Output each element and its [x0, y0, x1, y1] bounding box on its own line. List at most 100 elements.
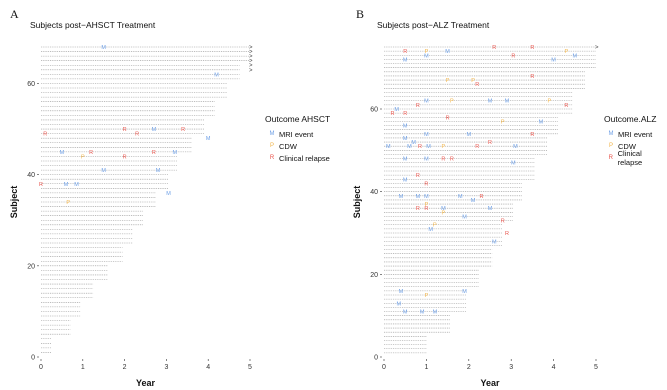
event-marker: M	[445, 49, 450, 55]
censored-arrow: >	[249, 63, 253, 69]
event-marker: R	[475, 82, 479, 88]
event-marker: R	[564, 103, 568, 109]
event-marker: P	[501, 119, 505, 125]
x-tick-label: 3	[164, 364, 168, 371]
legend-b-key-relapse: R	[608, 155, 613, 161]
x-tick-label: 1	[424, 364, 428, 371]
x-tick-label: 4	[552, 364, 556, 371]
legend-a-key-mri: M	[269, 131, 275, 137]
y-tick-label: 60	[370, 107, 378, 114]
y-axis-title: Subject	[352, 186, 362, 219]
legend-a: Outcome AHSCT M MRI event P CDW R Clinic…	[265, 114, 330, 164]
legend-b-label-mri: MRI event	[618, 129, 653, 139]
event-marker: P	[425, 202, 429, 208]
event-marker: M	[403, 57, 408, 63]
event-marker: P	[425, 49, 429, 55]
event-marker: M	[424, 132, 429, 138]
legend-a-item-relapse: R Clinical relapse	[265, 152, 330, 164]
event-marker: R	[152, 150, 156, 156]
legend-a-key-cdw: P	[269, 143, 274, 149]
event-marker: R	[123, 127, 127, 133]
event-marker: M	[428, 227, 433, 233]
event-marker: M	[424, 157, 429, 163]
event-marker: R	[505, 231, 509, 237]
legend-b-item-cdw: P CDW	[604, 140, 667, 152]
x-tick-label: 3	[509, 364, 513, 371]
event-marker: P	[471, 78, 475, 84]
event-marker: M	[166, 191, 171, 197]
event-marker: M	[426, 144, 431, 150]
y-tick-label: 40	[370, 189, 378, 196]
event-marker: M	[471, 198, 476, 204]
event-marker: R	[450, 157, 454, 163]
event-marker: M	[488, 99, 493, 105]
event-marker: R	[123, 154, 127, 160]
event-marker: M	[403, 310, 408, 316]
event-marker: R	[530, 132, 534, 138]
event-marker: M	[386, 144, 391, 150]
event-marker: R	[424, 181, 428, 187]
event-marker: R	[488, 140, 492, 146]
event-marker: M	[513, 144, 518, 150]
legend-b: Outcome.ALZ M MRI event P CDW R Clinical…	[604, 114, 667, 167]
event-marker: R	[403, 111, 407, 117]
event-marker: M	[403, 136, 408, 142]
event-marker: M	[394, 107, 399, 113]
legend-a-label-relapse: Clinical relapse	[279, 153, 330, 163]
legend-b-key-cdw: P	[608, 143, 613, 149]
event-marker: M	[551, 57, 556, 63]
x-tick-label: 5	[594, 364, 598, 371]
event-marker: M	[492, 239, 497, 245]
event-marker: R	[43, 132, 47, 138]
event-marker: M	[441, 206, 446, 212]
event-marker: R	[403, 49, 407, 55]
event-marker: M	[433, 310, 438, 316]
legend-a-key-relapse: R	[269, 155, 275, 161]
event-marker: R	[511, 53, 515, 59]
event-marker: R	[89, 150, 93, 156]
event-marker: M	[74, 182, 79, 188]
event-marker: R	[135, 132, 139, 138]
x-axis-title: Year	[480, 378, 500, 388]
event-marker: M	[101, 45, 106, 51]
event-marker: M	[573, 53, 578, 59]
x-tick-label: 5	[248, 364, 252, 371]
legend-a-item-mri: M MRI event	[265, 128, 330, 140]
event-marker: P	[446, 78, 450, 84]
legend-b-label-relapse: Clinical relapse	[617, 149, 643, 167]
event-marker: M	[172, 150, 177, 156]
event-marker: M	[424, 194, 429, 200]
event-marker: R	[480, 194, 484, 200]
event-marker: M	[403, 177, 408, 183]
event-marker: R	[530, 74, 534, 80]
censored-arrow: >	[249, 54, 253, 60]
event-marker: M	[214, 72, 219, 78]
event-marker: P	[433, 223, 437, 229]
x-tick-label: 0	[39, 364, 43, 371]
y-axis-title: Subject	[9, 186, 19, 219]
panel-letter-a: A	[10, 7, 19, 21]
legend-b-key-mri: M	[608, 131, 614, 137]
event-marker: M	[462, 289, 467, 295]
event-marker: P	[564, 49, 568, 55]
event-marker: M	[403, 124, 408, 130]
event-marker: R	[501, 219, 505, 225]
event-marker: P	[442, 144, 446, 150]
censored-arrow: >	[249, 45, 253, 51]
legend-a-item-cdw: P CDW	[265, 140, 330, 152]
event-marker: M	[511, 161, 516, 167]
panel-b-title: Subjects post−ALZ Treatment	[377, 20, 490, 30]
event-marker: P	[81, 154, 85, 160]
censored-arrow: >	[595, 45, 599, 51]
legend-b-item-mri: M MRI event	[604, 128, 667, 140]
event-marker: R	[446, 115, 450, 121]
y-tick-label: 20	[370, 272, 378, 279]
event-marker: M	[60, 150, 65, 156]
event-marker: R	[390, 111, 394, 117]
event-marker: P	[548, 99, 552, 105]
legend-a-title: Outcome AHSCT	[265, 114, 331, 124]
event-marker: R	[39, 182, 43, 188]
event-marker: M	[399, 289, 404, 295]
y-tick-label: 0	[374, 355, 378, 362]
